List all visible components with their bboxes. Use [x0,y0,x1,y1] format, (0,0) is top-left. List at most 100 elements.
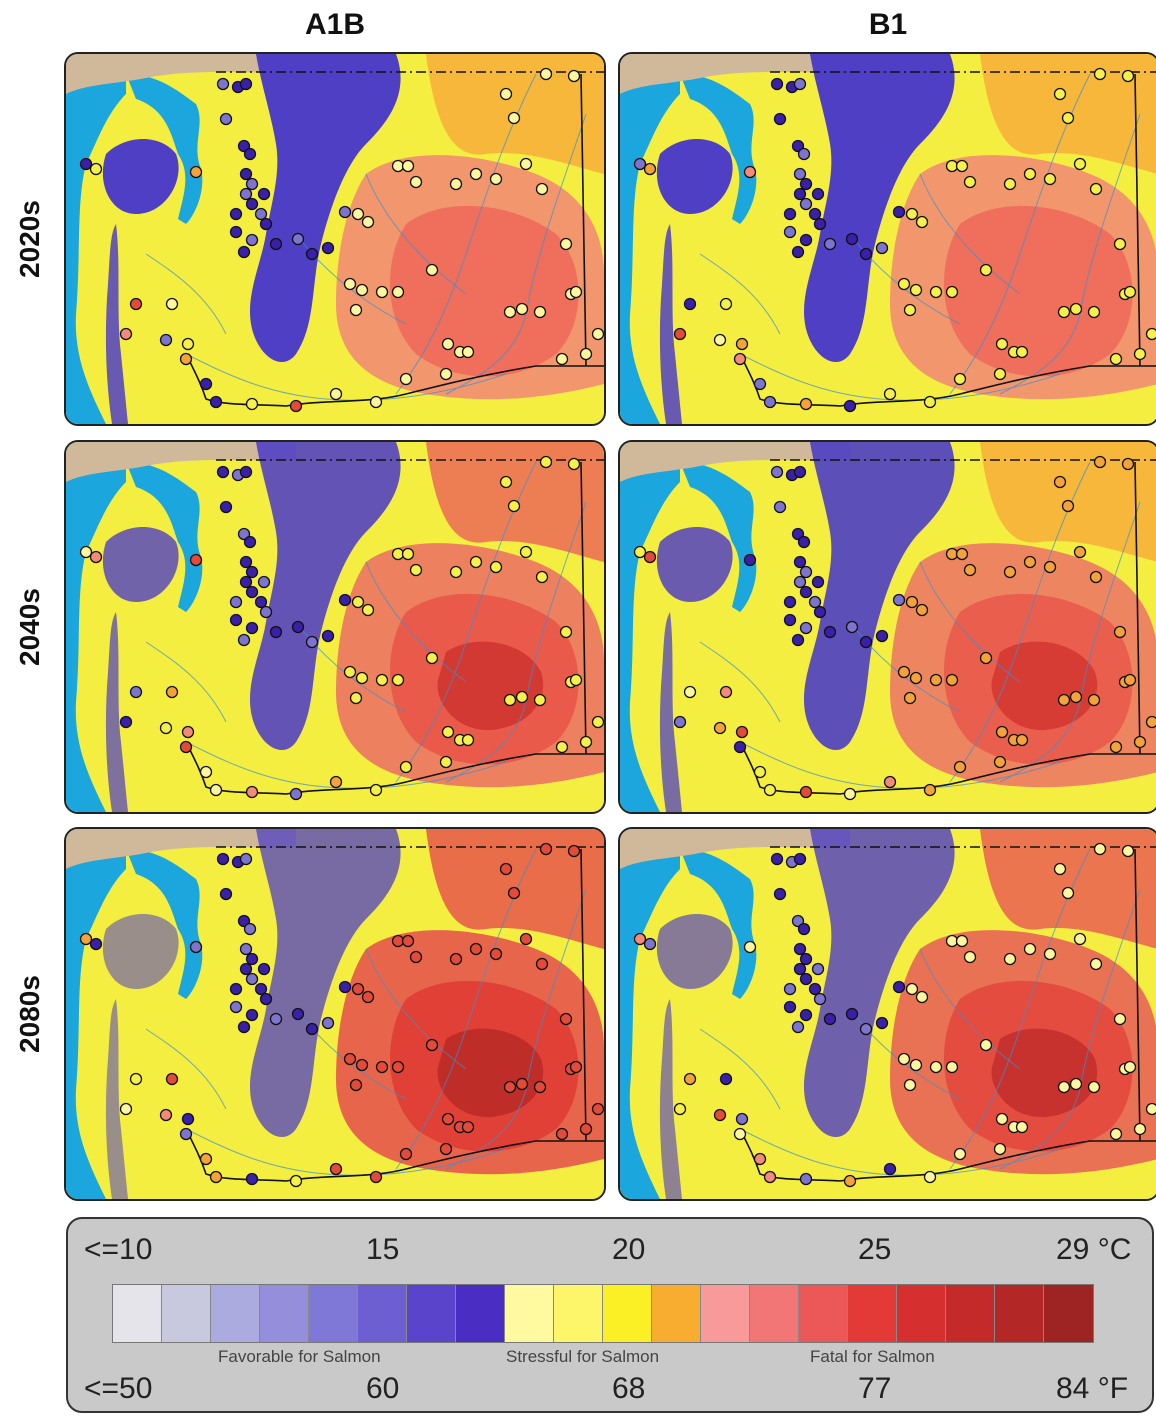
legend-fahrenheit-tick: 84 °F [1056,1372,1129,1405]
station-dot [643,937,657,951]
station-dot [897,1052,911,1066]
station-dot [79,932,93,946]
station-dot [216,465,230,479]
station-dot [291,620,305,634]
station-dot [875,629,889,643]
station-dot [245,197,259,211]
canada-land [66,54,296,94]
station-dot [239,77,253,91]
station-dot [245,972,259,986]
station-dot [269,237,283,251]
station-dot [555,740,569,754]
legend-swatch [358,1285,407,1342]
state-border-south [185,353,604,407]
river-network [699,73,1141,401]
station-dot [119,715,133,729]
station-dot [535,570,549,584]
station-dot [773,887,787,901]
station-dot [181,1112,195,1126]
station-dot [165,297,179,311]
station-dot [129,685,143,699]
station-dot [369,1170,383,1184]
station-dot [1061,499,1075,513]
station-dot [735,725,749,739]
station-dot [503,305,517,319]
station-dot [209,1170,223,1184]
station-dot [797,922,811,936]
station-dot [859,635,873,649]
station-dot [1023,942,1037,956]
station-dot [515,302,529,316]
station-dot [1015,733,1029,747]
station-dot [229,982,243,996]
station-dot [719,297,733,311]
station-dot [633,545,647,559]
station-dot [181,725,195,739]
column-header-b1: B1 [868,8,908,41]
station-dot [909,671,923,685]
station-dot [515,1077,529,1091]
station-dot [259,217,273,231]
station-dot [269,625,283,639]
map-a1b-2020s [64,52,606,426]
station-dot [535,957,549,971]
station-dot [808,207,822,221]
station-dot [591,715,604,729]
station-dot [773,500,787,514]
station-dot [763,395,777,409]
station-dot [799,233,813,247]
station-dot [955,934,969,948]
station-dot [683,685,697,699]
station-dot [791,1020,805,1034]
canada-land [66,829,296,869]
coast-cold-zone [105,999,128,1199]
station-dot [770,77,784,91]
station-dot [1061,111,1075,125]
station-dot [909,1058,923,1072]
station-dot [1073,932,1087,946]
legend-swatch [162,1285,211,1342]
station-dot [229,1000,243,1014]
station-dot [269,1012,283,1026]
station-dot [979,1038,993,1052]
station-dot [1113,1012,1127,1026]
station-dot [375,285,389,299]
station-dot [243,922,257,936]
canada-land [66,442,296,482]
state-border-east [580,461,587,755]
station-dot [763,783,777,797]
station-dot [733,740,747,754]
station-dot [993,755,1007,769]
row-header-2040s: 2040s [14,588,45,666]
cascades-cold-zone [249,54,401,363]
ocean [620,442,680,812]
station-dot [243,147,257,161]
station-dot [441,725,455,739]
station-dot [239,167,253,181]
station-dot [955,547,969,561]
hot-zone [943,205,1133,377]
station-dot [823,625,837,639]
station-dot [673,715,687,729]
station-dot [799,177,813,191]
station-dot [129,1072,143,1086]
station-dot [469,942,483,956]
station-dot [923,1170,937,1184]
cascades-cold-zone [249,442,401,751]
station-dot [89,550,103,564]
station-dot [391,285,405,299]
station-dot [401,159,415,173]
ocean [66,442,126,812]
station-markers [633,67,1156,413]
station-dot [579,1122,593,1136]
station-dot [713,1108,727,1122]
station-dot [799,952,813,966]
station-dot [1089,182,1103,196]
station-dot [291,1007,305,1021]
station-dot [633,157,647,171]
station-dot [1023,167,1037,181]
station-dot [519,157,533,171]
station-dot [793,465,807,479]
state-border-east [580,73,587,367]
station-dot [503,1080,517,1094]
